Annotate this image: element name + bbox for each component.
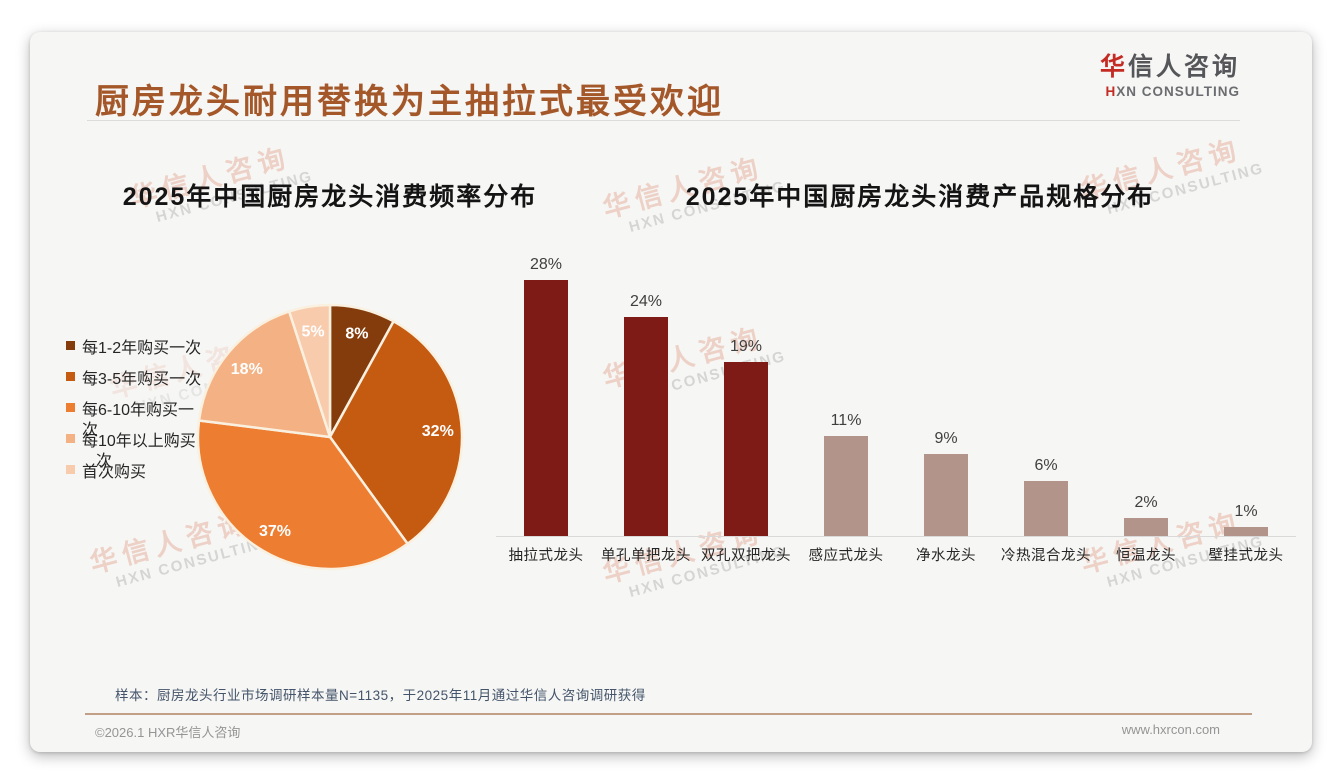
footer-copyright: ©2026.1 HXR华信人咨询	[95, 725, 241, 740]
pie-chart-title: 2025年中国厨房龙头消费频率分布	[122, 183, 538, 211]
bar-plot: 28% 24% 19% 11% 9% 6% 2% 1%	[496, 232, 1296, 537]
bar-slot: 9%	[896, 232, 996, 536]
bar	[1124, 517, 1168, 536]
pie-slice	[328, 320, 464, 546]
pie-svg: 8% 32% 37% 18% 5%	[196, 303, 464, 571]
bar	[1224, 526, 1268, 536]
legend-label-wrap: 次	[96, 453, 113, 470]
pie-data-label: 18%	[231, 361, 263, 378]
pie-slice	[197, 310, 332, 439]
pie-slice	[196, 419, 409, 571]
bar-value-label: 24%	[629, 292, 663, 310]
bar	[824, 435, 868, 536]
bar-categories: 抽拉式龙头 单孔单把龙头 双孔双把龙头 感应式龙头 净水龙头 冷热混合龙头 恒温龙头 壁挂式龙…	[496, 544, 1296, 565]
legend-item: 每10年以上购买次	[66, 423, 216, 470]
logo-en-text: HXN CONSULTING	[1100, 83, 1240, 100]
legend-marker	[66, 341, 75, 350]
legend-item: 每6-10年购买一次	[66, 392, 216, 439]
bar-slot: 6%	[996, 232, 1096, 536]
logo-en-first-char: H	[1105, 83, 1117, 99]
legend-label-wrap: 次	[82, 422, 99, 439]
bar	[524, 280, 568, 536]
bar-value-label: 19%	[729, 338, 763, 356]
bar-value-label: 2%	[1134, 493, 1158, 511]
logo-en-rest: XN CONSULTING	[1116, 83, 1240, 99]
bar-category-label: 壁挂式龙头	[1208, 548, 1284, 564]
bar-category-label: 冷热混合龙头	[1001, 548, 1091, 564]
bar-category-label: 双孔双把龙头	[701, 548, 791, 564]
footer-url: www.hxrcon.com	[1121, 722, 1220, 737]
footer-divider	[85, 713, 1252, 715]
legend-label: 首次购买	[82, 463, 147, 481]
legend-marker	[66, 465, 75, 474]
slide-card: 华信人咨询 HXN CONSULTING 华信人咨询 HXN CONSULTING 华信…	[30, 32, 1312, 752]
bar-category-label: 抽拉式龙头	[508, 548, 584, 564]
pie-chart: 8% 32% 37% 18% 5%	[190, 297, 470, 577]
title-divider	[87, 120, 1240, 121]
bar-value-label: 9%	[934, 429, 958, 447]
legend-label: 每3-5年购买一次	[82, 370, 202, 388]
legend-marker	[66, 434, 75, 443]
logo-cn-text: 华信人咨询	[1099, 53, 1240, 82]
bar-value-label: 11%	[830, 411, 862, 429]
bar	[724, 362, 768, 536]
bar-category-label: 恒温龙头	[1116, 548, 1176, 564]
pie-data-label: 32%	[422, 423, 454, 440]
bar	[924, 453, 968, 536]
bar-chart-title: 2025年中国厨房龙头消费产品规格分布	[685, 183, 1155, 211]
legend-marker	[66, 403, 75, 412]
legend-item: 首次购买	[66, 454, 216, 485]
slide-title: 厨房龙头耐用替换为主抽拉式最受欢迎	[95, 83, 724, 121]
bar-slot: 2%	[1096, 232, 1196, 536]
pie-data-label: 5%	[302, 323, 325, 340]
company-logo: 华信人咨询 HXN CONSULTING	[1099, 53, 1240, 100]
bar-value-label: 28%	[529, 256, 563, 274]
legend-label: 每1-2年购买一次	[82, 339, 202, 357]
bar-value-label: 1%	[1234, 502, 1258, 520]
logo-cn-first-char: 华	[1099, 53, 1128, 81]
source-note: 样本：厨房龙头行业市场调研样本量N=1135，于2025年11月通过华信人咨询调…	[115, 688, 646, 703]
bar-slot: 19%	[696, 232, 796, 536]
pie-data-label: 8%	[345, 325, 368, 342]
bar	[1024, 481, 1068, 536]
pie-slice	[287, 303, 332, 439]
bar-category-label: 感应式龙头	[808, 548, 884, 564]
bar-slot: 24%	[596, 232, 696, 536]
pie-data-label: 37%	[259, 523, 291, 540]
bar-category-label: 单孔单把龙头	[601, 548, 691, 564]
legend-item: 每1-2年购买一次	[66, 330, 216, 361]
legend-marker	[66, 372, 75, 381]
bar	[624, 316, 668, 536]
bar-slot: 11%	[796, 232, 896, 536]
bar-value-label: 6%	[1034, 457, 1058, 475]
bar-slot: 1%	[1196, 232, 1296, 536]
logo-cn-rest: 信人咨询	[1127, 53, 1240, 81]
pie-legend: 每1-2年购买一次 每3-5年购买一次 每6-10年购买一次每10年以上购买次首次购…	[66, 330, 216, 485]
legend-label: 每6-10年购买一	[82, 401, 195, 419]
bar-slot: 28%	[496, 232, 596, 536]
legend-item: 每3-5年购买一次	[66, 361, 216, 392]
bar-category-label: 净水龙头	[916, 548, 976, 564]
legend-label: 每10年以上购买	[82, 432, 196, 450]
